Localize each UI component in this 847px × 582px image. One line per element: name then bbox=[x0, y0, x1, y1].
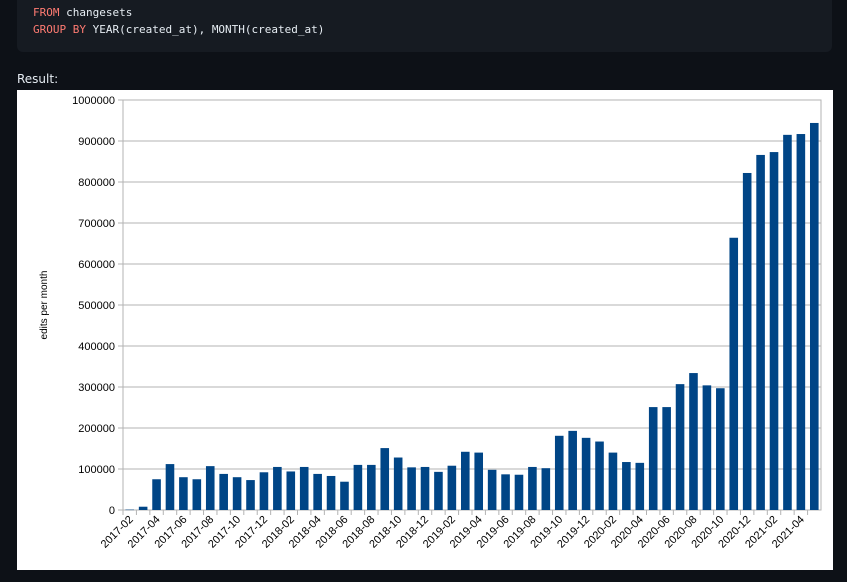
bar bbox=[353, 464, 363, 510]
bar bbox=[648, 407, 658, 510]
bar bbox=[447, 465, 457, 510]
bar bbox=[554, 435, 564, 510]
code-keyword: GROUP BY bbox=[33, 23, 86, 36]
bar bbox=[326, 475, 336, 510]
bar bbox=[702, 385, 712, 510]
bar bbox=[407, 467, 416, 510]
y-tick-label: 900000 bbox=[78, 136, 115, 148]
code-line-from: FROM changesets bbox=[33, 4, 832, 21]
y-tick-label: 400000 bbox=[78, 341, 115, 353]
bar bbox=[783, 134, 792, 510]
bar bbox=[125, 509, 135, 511]
bar bbox=[514, 474, 524, 510]
bar bbox=[152, 479, 161, 510]
bar bbox=[581, 437, 591, 510]
bar bbox=[340, 481, 349, 510]
bar bbox=[420, 466, 430, 510]
bar bbox=[138, 506, 148, 510]
result-chart: 0 100000 200000 300000 400000 500000 600000 700… bbox=[17, 90, 833, 570]
y-tick-label: 300000 bbox=[78, 382, 115, 394]
bar bbox=[393, 457, 403, 510]
bar bbox=[259, 472, 269, 510]
code-text: YEAR(created_at), MONTH(created_at) bbox=[85, 23, 325, 36]
bar bbox=[662, 407, 671, 510]
result-label: Result: bbox=[17, 72, 59, 86]
bar bbox=[608, 452, 618, 510]
bar bbox=[367, 464, 376, 510]
bar bbox=[205, 466, 215, 510]
bar bbox=[286, 471, 296, 510]
bar bbox=[299, 466, 309, 510]
bar bbox=[460, 451, 470, 510]
bar bbox=[809, 122, 819, 511]
bar bbox=[165, 464, 175, 510]
bar bbox=[689, 373, 698, 510]
bar bbox=[622, 462, 631, 510]
bar bbox=[273, 466, 282, 510]
y-tick-label: 1000000 bbox=[72, 95, 115, 107]
y-tick-label: 0 bbox=[109, 505, 115, 517]
y-tick-label: 800000 bbox=[78, 177, 115, 189]
code-line-group-by: GROUP BY YEAR(created_at), MONTH(created… bbox=[33, 21, 832, 38]
bar bbox=[232, 477, 242, 510]
bar bbox=[434, 471, 443, 510]
bar bbox=[246, 480, 255, 510]
sql-code-block: FROM changesets GROUP BY YEAR(created_at… bbox=[17, 0, 832, 52]
bar bbox=[796, 134, 806, 510]
y-tick-label: 600000 bbox=[78, 259, 115, 271]
bar bbox=[313, 473, 322, 510]
bar-chart: 0 100000 200000 300000 400000 500000 600000 700… bbox=[39, 95, 822, 551]
bar bbox=[675, 384, 685, 510]
bar bbox=[192, 479, 202, 510]
y-tick-label: 500000 bbox=[78, 300, 115, 312]
bar bbox=[541, 468, 551, 510]
code-keyword: FROM bbox=[33, 6, 60, 19]
bar bbox=[219, 473, 228, 510]
bar bbox=[474, 452, 484, 510]
y-tick-label: 700000 bbox=[78, 218, 115, 230]
bar bbox=[742, 172, 752, 510]
y-tick-label: 100000 bbox=[78, 464, 115, 476]
bar bbox=[528, 466, 537, 510]
y-tick-label: 200000 bbox=[78, 423, 115, 435]
bar bbox=[380, 448, 390, 510]
bar bbox=[729, 237, 739, 510]
y-axis-label: edits per month bbox=[39, 271, 50, 340]
bar bbox=[568, 430, 577, 510]
code-text: changesets bbox=[59, 6, 133, 19]
bar bbox=[716, 388, 725, 510]
bar bbox=[501, 474, 510, 510]
bar bbox=[769, 152, 779, 510]
bar bbox=[179, 477, 188, 510]
bar bbox=[635, 462, 645, 510]
bar bbox=[756, 154, 765, 510]
bar bbox=[595, 441, 604, 510]
bar bbox=[487, 469, 497, 510]
